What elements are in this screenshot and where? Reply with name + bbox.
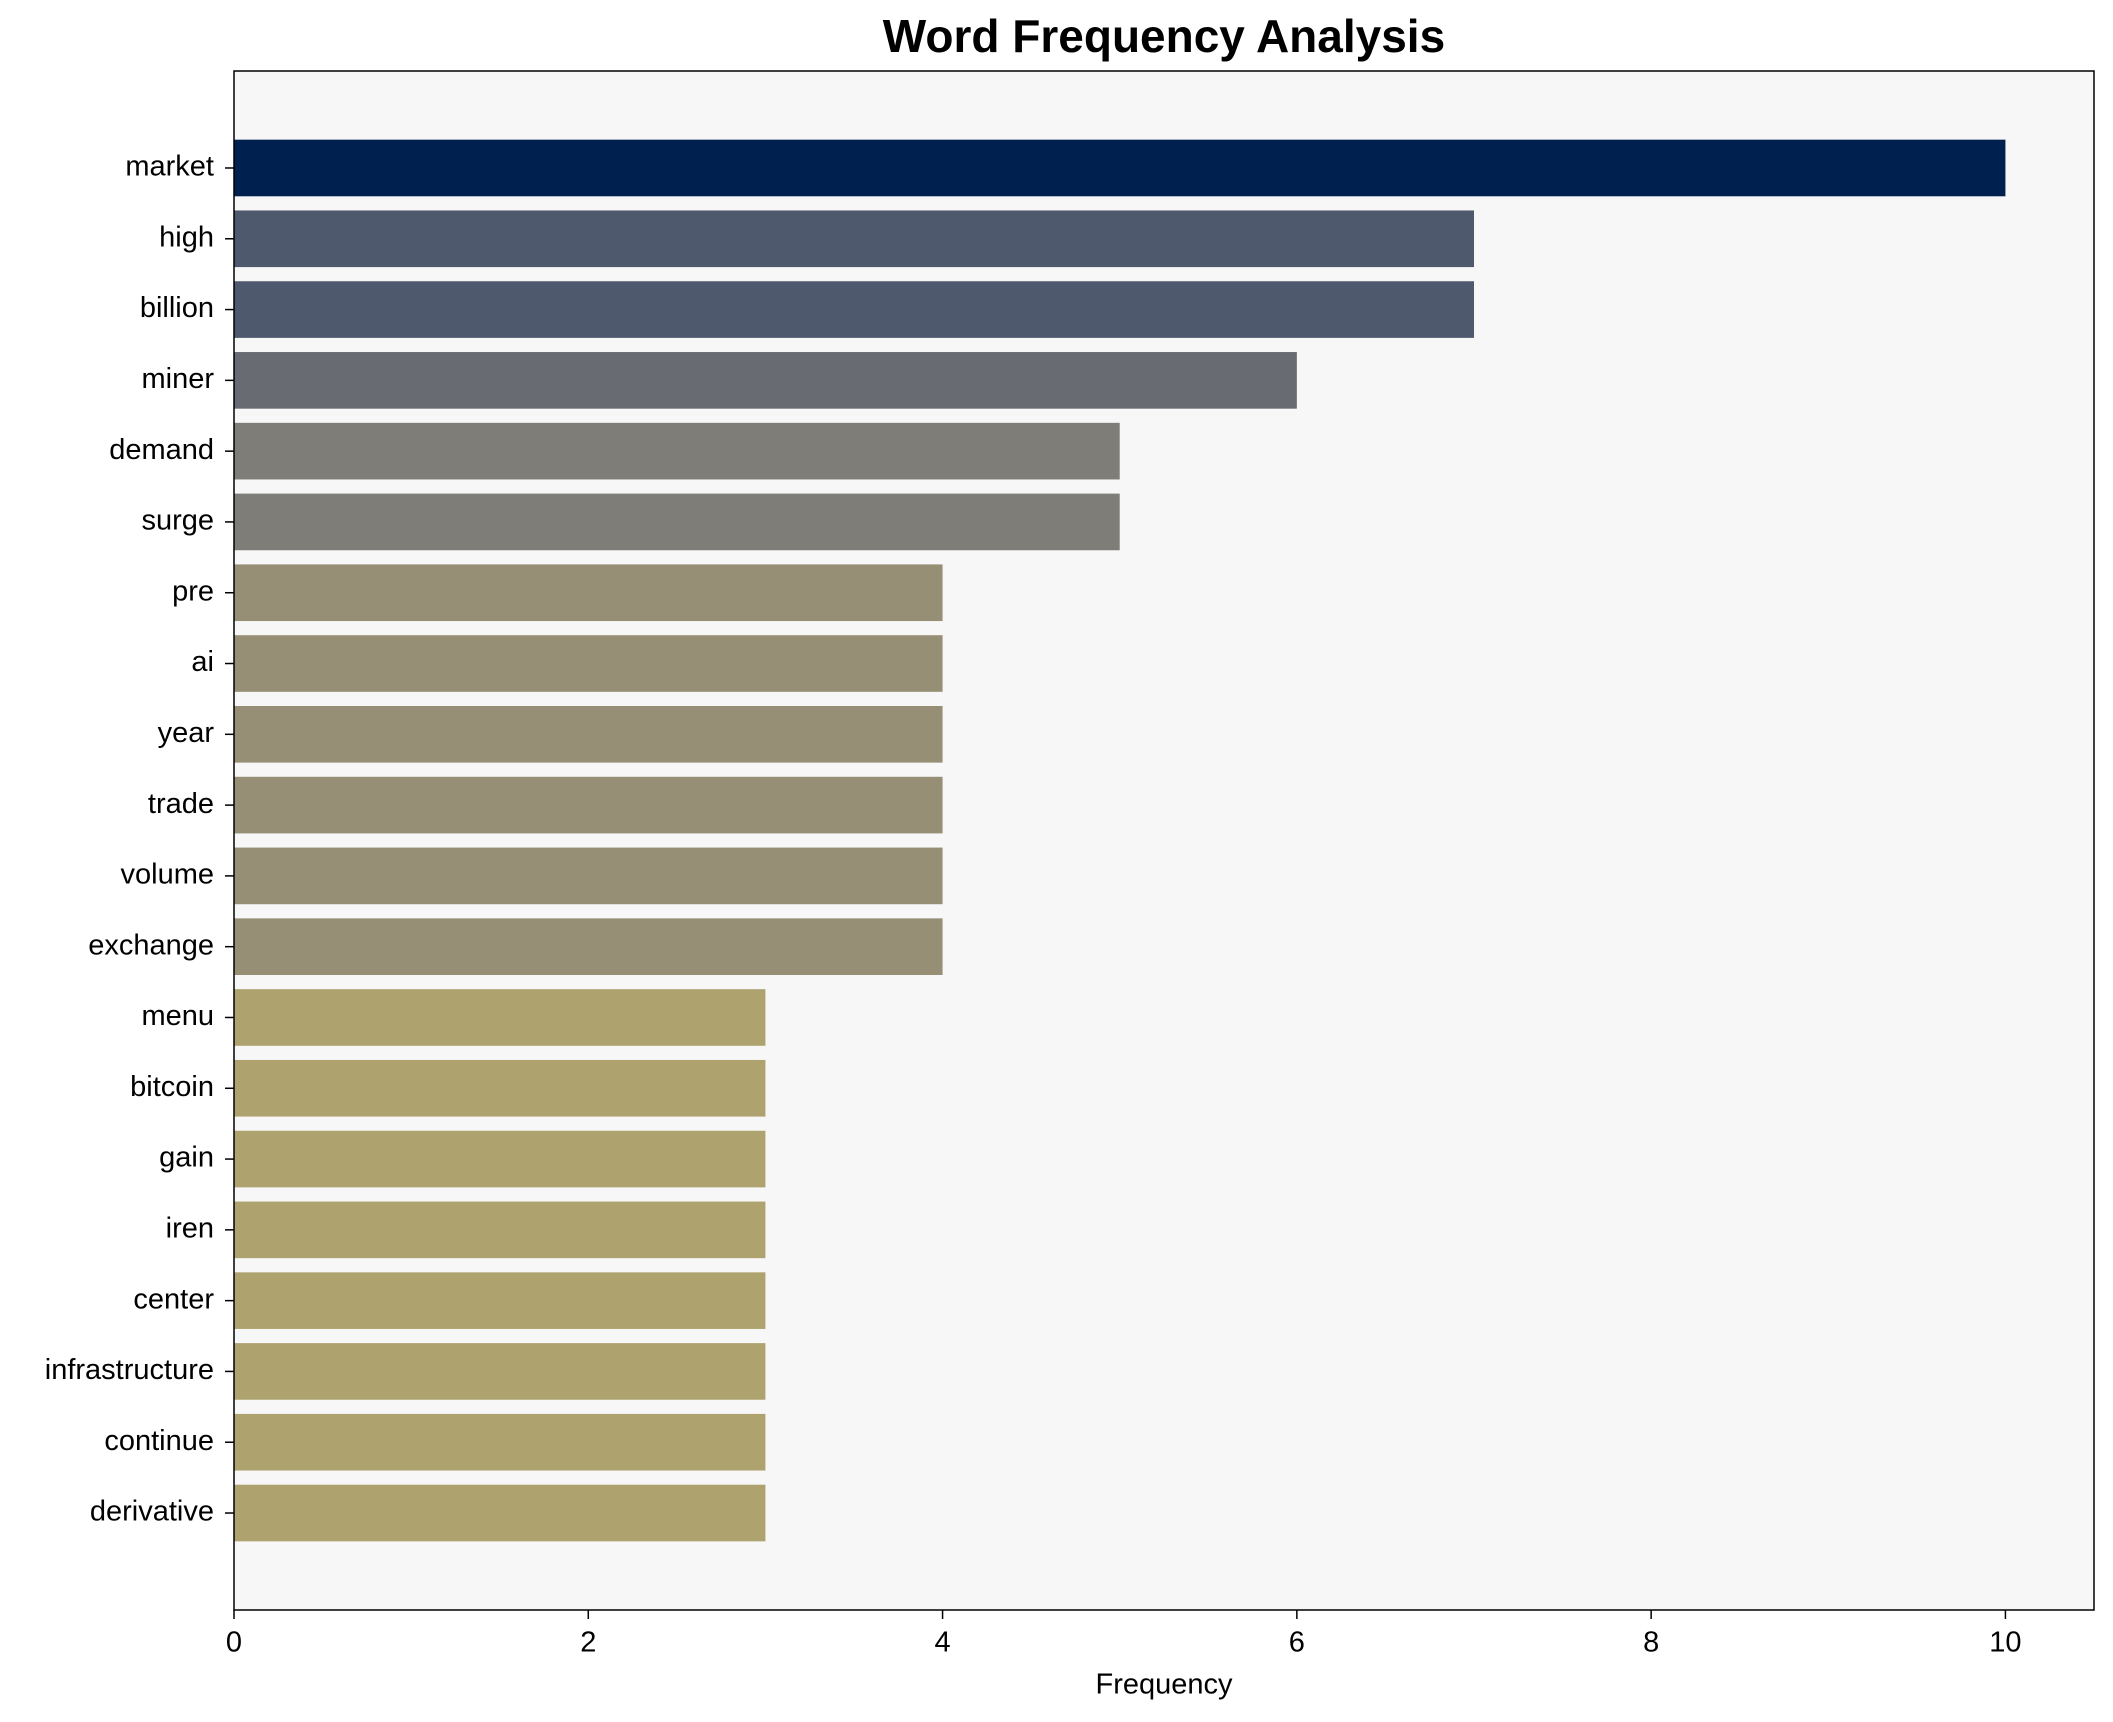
y-tick-label: miner — [141, 363, 214, 395]
y-tick-label: trade — [148, 788, 214, 820]
bar — [234, 705, 943, 763]
y-tick-label: continue — [104, 1425, 214, 1457]
bar — [234, 635, 943, 692]
bar — [234, 1484, 766, 1542]
y-tick-label: year — [158, 717, 215, 749]
bar — [234, 1343, 766, 1400]
y-tick-label: center — [133, 1283, 214, 1315]
x-tick-label: 2 — [580, 1627, 596, 1659]
y-tick-label: derivative — [90, 1496, 214, 1528]
bar — [234, 352, 1297, 409]
bar — [234, 210, 1474, 268]
bar — [234, 1130, 766, 1188]
x-tick-label: 6 — [1289, 1627, 1305, 1659]
y-tick-label: exchange — [88, 929, 214, 961]
bar — [234, 564, 943, 622]
plot-frame — [233, 70, 2095, 1611]
y-tick-label: menu — [141, 1000, 214, 1032]
y-tick-label: bitcoin — [130, 1071, 214, 1103]
bar — [234, 1059, 766, 1117]
y-tick-label: ai — [191, 646, 214, 678]
x-tick-label: 8 — [1643, 1627, 1659, 1659]
y-tick-label: demand — [109, 434, 214, 466]
y-tick-label: high — [159, 221, 214, 253]
y-tick-label: billion — [140, 292, 214, 324]
bar — [234, 1413, 766, 1471]
bar — [234, 1201, 766, 1259]
x-tick-label: 10 — [1989, 1627, 2021, 1659]
y-tick-label: gain — [159, 1142, 214, 1174]
bar — [234, 847, 943, 905]
y-tick-label: market — [125, 151, 214, 183]
x-tick-label: 0 — [226, 1627, 242, 1659]
bar — [234, 1272, 766, 1329]
y-tick-label: volume — [121, 859, 215, 891]
y-tick-label: pre — [172, 575, 214, 607]
y-tick-label: iren — [166, 1213, 214, 1245]
bar — [234, 918, 943, 976]
x-tick-label: 4 — [935, 1627, 951, 1659]
y-tick-label: surge — [141, 505, 214, 537]
chart-title: Word Frequency Analysis — [883, 10, 1445, 62]
bar — [234, 493, 1120, 551]
bar — [234, 422, 1120, 480]
y-tick-label: infrastructure — [45, 1354, 214, 1386]
bar — [234, 776, 943, 834]
bar — [234, 989, 766, 1046]
bar — [234, 139, 2006, 197]
x-axis-label: Frequency — [1095, 1669, 1233, 1701]
bar — [234, 281, 1474, 338]
